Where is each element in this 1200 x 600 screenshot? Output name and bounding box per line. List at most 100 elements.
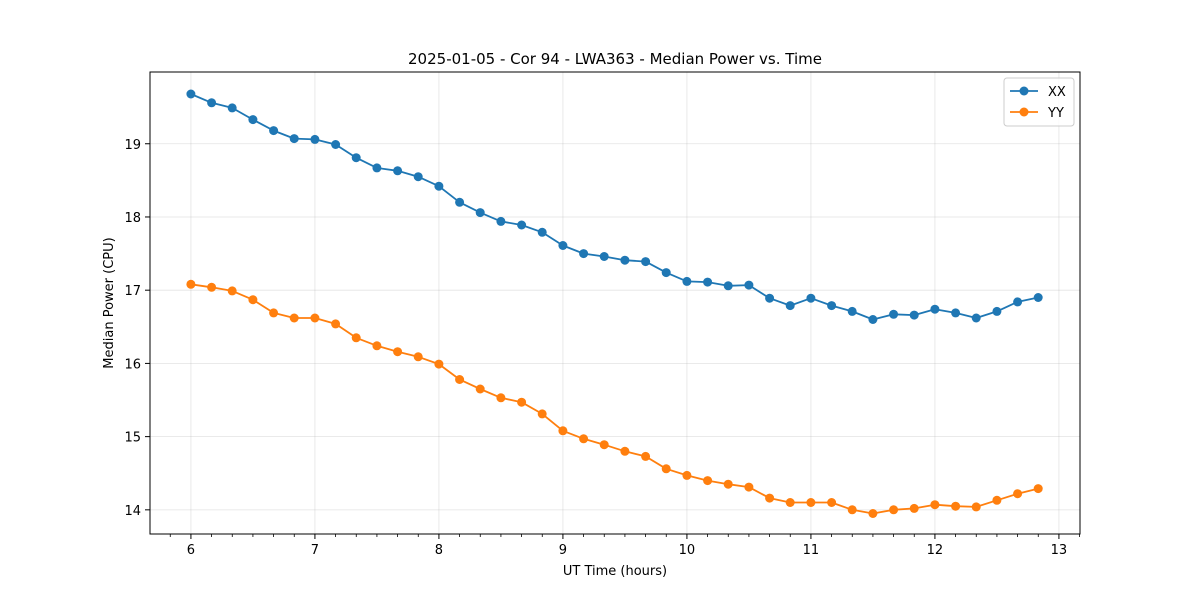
series-yy-point xyxy=(682,470,692,480)
series-yy-point xyxy=(248,295,258,305)
series-xx-point xyxy=(186,89,196,99)
series-xx-point xyxy=(372,163,382,173)
series-yy-point xyxy=(434,359,444,369)
series-yy-point xyxy=(889,505,899,515)
series-yy-point xyxy=(310,313,320,323)
y-tick-label: 19 xyxy=(124,138,141,153)
series-yy-point xyxy=(331,319,341,329)
x-tick-label: 12 xyxy=(927,543,944,558)
series-xx-point xyxy=(1013,297,1023,307)
series-xx-point xyxy=(868,315,878,324)
y-tick-label: 16 xyxy=(124,357,141,372)
series-xx-point xyxy=(641,257,651,267)
series-xx-point xyxy=(827,301,837,311)
y-tick-label: 18 xyxy=(124,211,141,226)
series-xx-point xyxy=(847,306,857,316)
series-yy-point xyxy=(868,509,878,518)
series-xx-point xyxy=(909,310,919,320)
x-axis-label: UT Time (hours) xyxy=(563,564,667,579)
series-xx-point xyxy=(289,134,299,144)
series-yy-point xyxy=(723,479,733,489)
series-yy-point xyxy=(372,341,382,351)
series-xx-point xyxy=(889,309,899,319)
series-xx-point xyxy=(951,308,961,318)
grid xyxy=(150,72,1080,534)
series-xx-point xyxy=(393,166,403,176)
y-tick-label: 17 xyxy=(124,284,141,299)
series-yy-point xyxy=(827,498,837,507)
series-layer xyxy=(186,89,1043,518)
legend-yy-label: YY xyxy=(1047,106,1064,121)
series-xx-point xyxy=(331,140,341,149)
series-xx-point xyxy=(475,208,485,218)
series-xx-point xyxy=(455,197,465,207)
y-tick-label: 14 xyxy=(124,504,141,519)
series-xx-point xyxy=(558,241,568,250)
series-xx-point xyxy=(599,252,609,261)
series-yy-point xyxy=(393,347,403,357)
series-yy-point xyxy=(207,282,217,292)
series-yy-point xyxy=(227,286,237,296)
x-tick-label: 10 xyxy=(679,543,696,558)
series-yy-point xyxy=(599,440,609,450)
series-yy-point xyxy=(703,476,713,486)
series-yy-point xyxy=(496,393,506,403)
series-xx-point xyxy=(351,153,361,163)
series-xx-point xyxy=(579,249,589,259)
series-xx-point xyxy=(620,255,630,265)
series-yy-point xyxy=(930,500,940,510)
legend: XX YY xyxy=(1003,77,1075,127)
series-yy-point xyxy=(909,503,919,513)
series-xx-point xyxy=(517,220,527,230)
legend-xx-marker xyxy=(1019,86,1029,96)
series-yy-point xyxy=(537,409,547,419)
series-yy-point xyxy=(992,495,1002,505)
chart-title: 2025-01-05 - Cor 94 - LWA363 - Median Po… xyxy=(408,50,822,68)
series-yy-point xyxy=(1013,489,1023,499)
series-xx-point xyxy=(413,172,423,182)
series-yy-point xyxy=(413,352,423,362)
series-xx-point xyxy=(682,276,692,286)
series-xx-point xyxy=(207,98,217,108)
series-xx-point xyxy=(1033,293,1043,302)
x-tick-label: 13 xyxy=(1051,543,1068,558)
series-yy-point xyxy=(661,464,671,474)
series-xx-point xyxy=(227,103,237,113)
series-xx-point xyxy=(310,134,320,144)
x-tick-label: 6 xyxy=(187,543,195,558)
series-xx-point xyxy=(765,293,775,303)
series-yy-point xyxy=(455,375,465,384)
x-tick-label: 7 xyxy=(311,543,319,558)
series-xx-point xyxy=(248,115,258,125)
series-yy-point xyxy=(641,451,651,461)
legend-yy-marker xyxy=(1019,107,1029,117)
series-yy-point xyxy=(558,426,568,436)
series-xx-point xyxy=(744,280,754,290)
series-xx-point xyxy=(971,313,981,323)
series-xx-point xyxy=(785,301,795,311)
series-yy-point xyxy=(847,505,857,515)
y-axis: 14 15 16 17 18 19 xyxy=(124,138,150,519)
series-yy-point xyxy=(1033,484,1043,494)
series-xx-point xyxy=(703,277,713,287)
series-yy-point xyxy=(785,498,795,507)
series-xx-point xyxy=(269,126,279,136)
series-yy-point xyxy=(951,501,961,511)
series-xx-point xyxy=(496,216,506,226)
y-axis-label: Median Power (CPU) xyxy=(102,237,117,368)
series-yy-point xyxy=(971,502,981,512)
legend-xx-label: XX xyxy=(1048,85,1066,100)
series-yy-point xyxy=(620,446,630,456)
x-tick-label: 8 xyxy=(435,543,443,558)
series-xx-point xyxy=(723,281,733,291)
x-tick-label: 11 xyxy=(803,543,820,558)
series-yy-point xyxy=(579,434,589,444)
series-yy-point xyxy=(806,498,816,507)
series-yy-point xyxy=(744,482,754,492)
series-xx-point xyxy=(537,227,547,237)
plot-frame xyxy=(149,71,1081,535)
series-xx-point xyxy=(661,268,671,278)
series-xx-point xyxy=(992,306,1002,316)
series-yy-point xyxy=(269,308,279,318)
